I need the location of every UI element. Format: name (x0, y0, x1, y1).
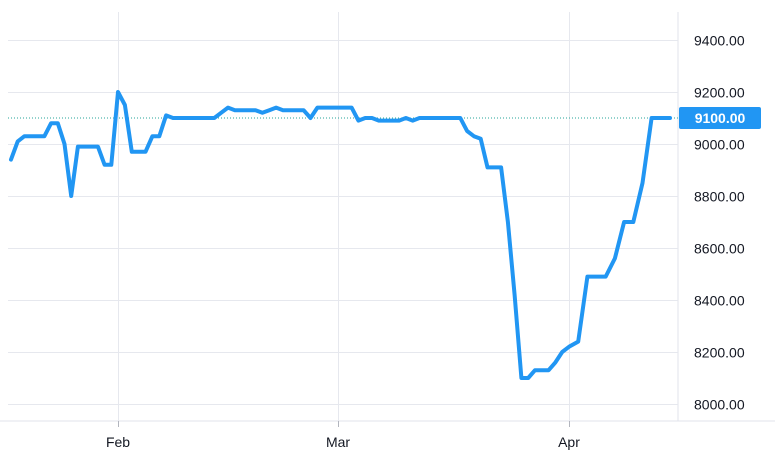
y-tick-label: 8600.00 (694, 241, 745, 257)
x-tick-label: Apr (558, 434, 580, 450)
series-line-0 (9, 90, 672, 380)
grid (0, 12, 775, 427)
x-tick-label: Mar (326, 434, 350, 450)
last-value-label: 9100.00 (695, 110, 746, 126)
last-value-badge (679, 107, 761, 129)
x-tick-label: Feb (106, 434, 130, 450)
x-axis: Feb Mar Apr (106, 434, 580, 450)
y-tick-label: 9200.00 (694, 85, 745, 101)
y-tick-label: 8200.00 (694, 345, 745, 361)
y-axis: 8000.00 8200.00 8400.00 8600.00 8800.00 9000.… (694, 33, 745, 413)
y-tick-label: 9400.00 (694, 33, 745, 49)
series-layer (9, 90, 672, 380)
y-tick-label: 8800.00 (694, 189, 745, 205)
y-tick-label: 9000.00 (694, 137, 745, 153)
y-tick-label: 8000.00 (694, 397, 745, 413)
y-tick-label: 8400.00 (694, 293, 745, 309)
last-value-layer: 9100.00 (679, 107, 761, 129)
